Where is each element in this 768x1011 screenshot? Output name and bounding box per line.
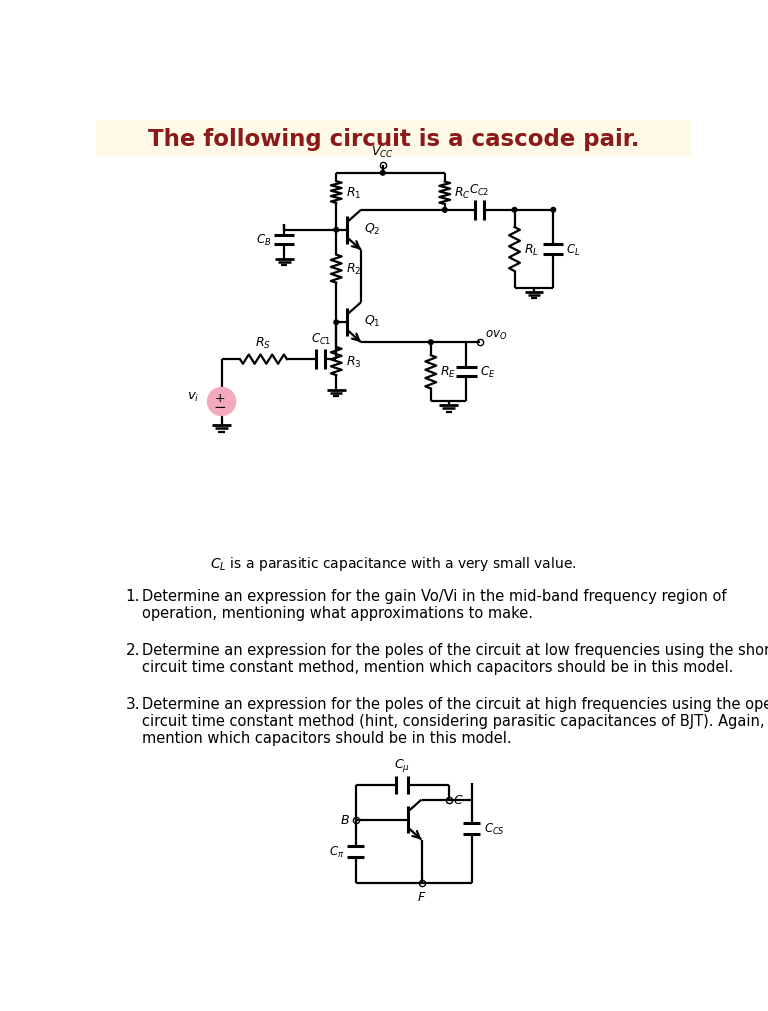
Text: Determine an expression for the poles of the circuit at low frequencies using th: Determine an expression for the poles of…: [143, 642, 768, 657]
Text: mention which capacitors should be in this model.: mention which capacitors should be in th…: [143, 730, 512, 745]
Text: $ov_O$: $ov_O$: [485, 329, 508, 342]
Circle shape: [334, 228, 339, 233]
Text: $C_{C2}$: $C_{C2}$: [469, 182, 490, 197]
Text: The following circuit is a cascode pair.: The following circuit is a cascode pair.: [148, 127, 639, 151]
Circle shape: [207, 388, 236, 416]
Text: circuit time constant method, mention which capacitors should be in this model.: circuit time constant method, mention wh…: [143, 659, 734, 674]
Text: $F$: $F$: [417, 891, 426, 904]
Text: $B$: $B$: [339, 813, 349, 826]
Text: $C_E$: $C_E$: [480, 365, 495, 380]
Circle shape: [380, 171, 385, 176]
Text: $R_E$: $R_E$: [440, 365, 456, 380]
Text: +: +: [215, 391, 225, 404]
Text: $C_L$: $C_L$: [567, 243, 581, 258]
Text: $C_B$: $C_B$: [256, 233, 271, 248]
Text: $C_\mu$: $C_\mu$: [394, 756, 410, 772]
Circle shape: [551, 208, 555, 213]
Text: $C_{CS}$: $C_{CS}$: [484, 822, 505, 836]
Circle shape: [442, 208, 447, 213]
Text: Determine an expression for the gain Vo/Vi in the mid-band frequency region of: Determine an expression for the gain Vo/…: [143, 588, 727, 604]
Circle shape: [429, 341, 433, 345]
Circle shape: [512, 208, 517, 213]
Text: $C_\pi$: $C_\pi$: [329, 844, 344, 859]
Text: −: −: [214, 400, 227, 415]
Text: $R_S$: $R_S$: [256, 336, 271, 351]
Text: operation, mentioning what approximations to make.: operation, mentioning what approximation…: [143, 606, 534, 620]
Circle shape: [334, 320, 339, 326]
Text: $Q_2$: $Q_2$: [364, 221, 381, 237]
Text: $R_1$: $R_1$: [346, 185, 361, 200]
Text: $R_2$: $R_2$: [346, 262, 361, 277]
Text: $C_{C1}$: $C_{C1}$: [310, 332, 331, 347]
Text: 1.: 1.: [125, 588, 140, 604]
FancyBboxPatch shape: [96, 121, 691, 157]
Text: Determine an expression for the poles of the circuit at high frequencies using t: Determine an expression for the poles of…: [143, 696, 768, 711]
Text: circuit time constant method (hint, considering parasitic capacitances of BJT). : circuit time constant method (hint, cons…: [143, 713, 765, 728]
Text: $R_3$: $R_3$: [346, 354, 361, 369]
Text: $R_L$: $R_L$: [524, 243, 539, 258]
Text: $C$: $C$: [453, 794, 464, 807]
Text: $Q_1$: $Q_1$: [364, 313, 381, 329]
Text: 3.: 3.: [125, 696, 140, 711]
Text: $v_i$: $v_i$: [187, 391, 200, 404]
Text: 2.: 2.: [125, 642, 140, 657]
Text: $C_L$ is a parasitic capacitance with a very small value.: $C_L$ is a parasitic capacitance with a …: [210, 555, 577, 572]
Text: $R_C$: $R_C$: [454, 186, 471, 201]
Text: $V_{CC}$: $V_{CC}$: [372, 145, 394, 160]
